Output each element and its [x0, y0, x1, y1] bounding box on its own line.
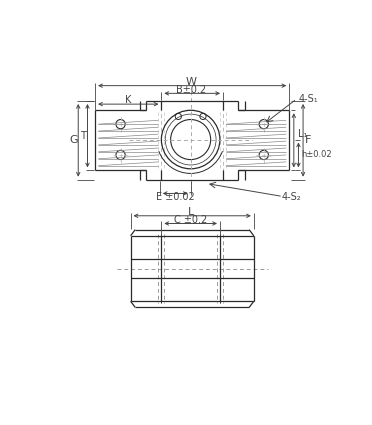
Text: L₁: L₁	[298, 129, 307, 139]
Text: E ±0.02: E ±0.02	[156, 192, 195, 202]
Text: W: W	[185, 77, 196, 87]
Text: 4-S₁: 4-S₁	[298, 94, 318, 104]
Text: T: T	[80, 131, 86, 141]
Text: G: G	[69, 135, 78, 144]
Text: F: F	[305, 135, 312, 144]
Text: K: K	[125, 95, 131, 105]
Text: 4-S₂: 4-S₂	[282, 192, 301, 201]
Text: h±0.02: h±0.02	[302, 150, 332, 159]
Text: L: L	[187, 207, 194, 217]
Text: B±0.2: B±0.2	[176, 85, 206, 95]
Text: C ±0.2: C ±0.2	[174, 215, 207, 225]
